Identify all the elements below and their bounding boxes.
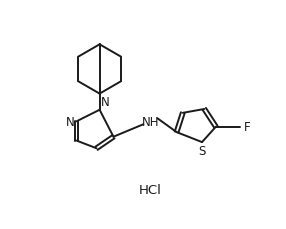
Text: N: N [66, 115, 75, 128]
Text: S: S [198, 144, 206, 157]
Text: N: N [101, 96, 110, 109]
Text: NH: NH [142, 115, 159, 128]
Text: F: F [244, 121, 251, 134]
Text: HCl: HCl [139, 183, 162, 196]
